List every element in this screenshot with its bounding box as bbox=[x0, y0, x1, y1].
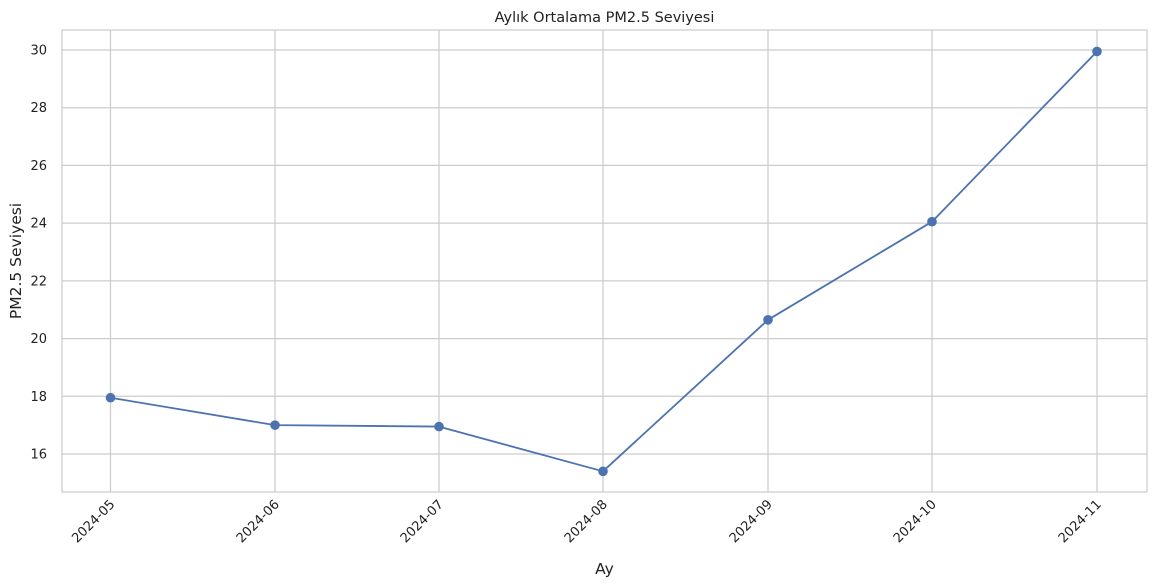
y-tick-label: 26 bbox=[30, 159, 47, 174]
x-tick-label: 2024-10 bbox=[891, 497, 940, 546]
y-tick-label: 30 bbox=[30, 44, 47, 59]
series-layer bbox=[105, 46, 1102, 477]
y-axis-label: PM2.5 Seviyesi bbox=[7, 203, 25, 319]
data-point bbox=[598, 466, 608, 477]
data-point bbox=[105, 392, 116, 403]
y-tick-label: 18 bbox=[30, 390, 47, 405]
x-axis-label: Ay bbox=[595, 560, 614, 578]
plot-frame bbox=[61, 29, 1148, 493]
plot-background bbox=[62, 30, 1147, 492]
x-tick-label: 2024-08 bbox=[562, 497, 611, 546]
y-tick-label: 22 bbox=[30, 274, 47, 289]
y-tick-label: 24 bbox=[30, 217, 47, 232]
grid-lines bbox=[62, 30, 1147, 492]
x-tick-label: 2024-06 bbox=[234, 497, 283, 546]
data-point bbox=[270, 420, 280, 430]
chart-title: Aylık Ortalama PM2.5 Seviyesi bbox=[495, 10, 715, 26]
y-tick-label: 20 bbox=[30, 332, 47, 347]
data-point bbox=[927, 216, 937, 227]
y-tick-label: 16 bbox=[30, 448, 47, 463]
data-point bbox=[763, 315, 773, 325]
x-tick-label: 2024-11 bbox=[1056, 497, 1105, 546]
y-tick-label: 28 bbox=[30, 101, 47, 116]
x-tick-label: 2024-09 bbox=[727, 497, 776, 546]
data-point bbox=[434, 421, 444, 432]
x-tick-label: 2024-07 bbox=[398, 497, 447, 546]
x-tick-label: 2024-05 bbox=[69, 497, 118, 546]
data-point bbox=[1092, 46, 1102, 57]
